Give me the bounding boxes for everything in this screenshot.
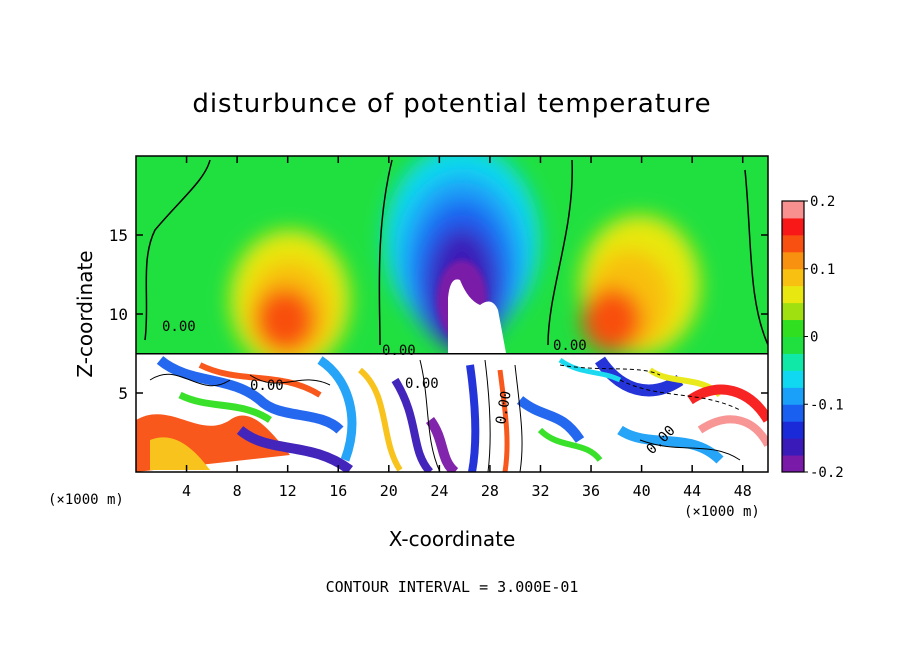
x-unit-right: (×1000 m) [684, 504, 760, 520]
heatmap-field: 0.00 0.00 0.00 0.00 0.00 0.00 0.00 [136, 156, 768, 472]
y-axis: 5 10 15 [109, 226, 768, 403]
chart-title: disturbunce of potential temperature [192, 89, 711, 119]
colorbar-swatch [782, 251, 804, 270]
colorbar-swatch [782, 387, 804, 405]
colorbar-tick-label: 0.1 [810, 262, 835, 278]
x-tick-label: 16 [329, 482, 347, 500]
contour-label: 0.00 [250, 378, 284, 394]
y-axis-label: Z-coordinate [73, 250, 97, 377]
colorbar-swatch [782, 404, 804, 422]
colorbar-tick-label: 0 [810, 330, 818, 346]
y-tick-label: 10 [109, 305, 128, 324]
colorbar-swatch [782, 438, 804, 456]
colorbar-swatch [782, 455, 804, 473]
x-tick-label: 24 [430, 482, 448, 500]
colorbar-swatch [782, 370, 804, 388]
colorbar-swatch [782, 234, 804, 253]
colorbar-swatch [782, 268, 804, 287]
contour-interval-note: CONTOUR INTERVAL = 3.000E-01 [326, 578, 579, 596]
contour-label: 0.00 [162, 319, 196, 335]
colorbar-tick-label: -0.1 [810, 397, 844, 413]
contour-label: 0.00 [553, 338, 587, 354]
x-tick-label: 4 [182, 482, 191, 500]
x-unit-left: (×1000 m) [48, 492, 124, 508]
x-tick-label: 32 [531, 482, 549, 500]
x-tick-label: 12 [279, 482, 297, 500]
colorbar-swatch [782, 285, 804, 304]
colorbar-swatch [782, 217, 804, 236]
lower-field [136, 353, 768, 472]
x-tick-label: 28 [481, 482, 499, 500]
x-tick-label: 40 [633, 482, 651, 500]
contour-label: 0.00 [493, 390, 515, 426]
colorbar-tick-label: 0.2 [810, 194, 835, 210]
colorbar-swatch [782, 336, 804, 354]
x-axis-label: X-coordinate [389, 527, 516, 551]
colorbar-swatch [782, 353, 804, 371]
contour-label: 0.00 [405, 376, 439, 392]
colorbar: 0.2 0.1 0 -0.1 -0.2 [781, 194, 844, 481]
colorbar-tick-label: -0.2 [810, 465, 844, 481]
x-tick-label: 36 [582, 482, 600, 500]
y-tick-label: 5 [118, 384, 128, 403]
colorbar-swatch [782, 302, 804, 321]
upper-field [136, 156, 768, 353]
y-tick-label: 15 [109, 226, 128, 245]
x-tick-label: 20 [380, 482, 398, 500]
colorbar-swatch [782, 421, 804, 439]
x-tick-label: 44 [683, 482, 701, 500]
contour-label: 0.00 [382, 343, 416, 359]
colorbar-swatch [782, 201, 804, 219]
x-axis: 4 8 12 16 20 24 28 32 36 40 44 48 [182, 156, 752, 500]
x-tick-label: 48 [734, 482, 752, 500]
colorbar-swatch [782, 319, 804, 337]
x-tick-label: 8 [233, 482, 242, 500]
